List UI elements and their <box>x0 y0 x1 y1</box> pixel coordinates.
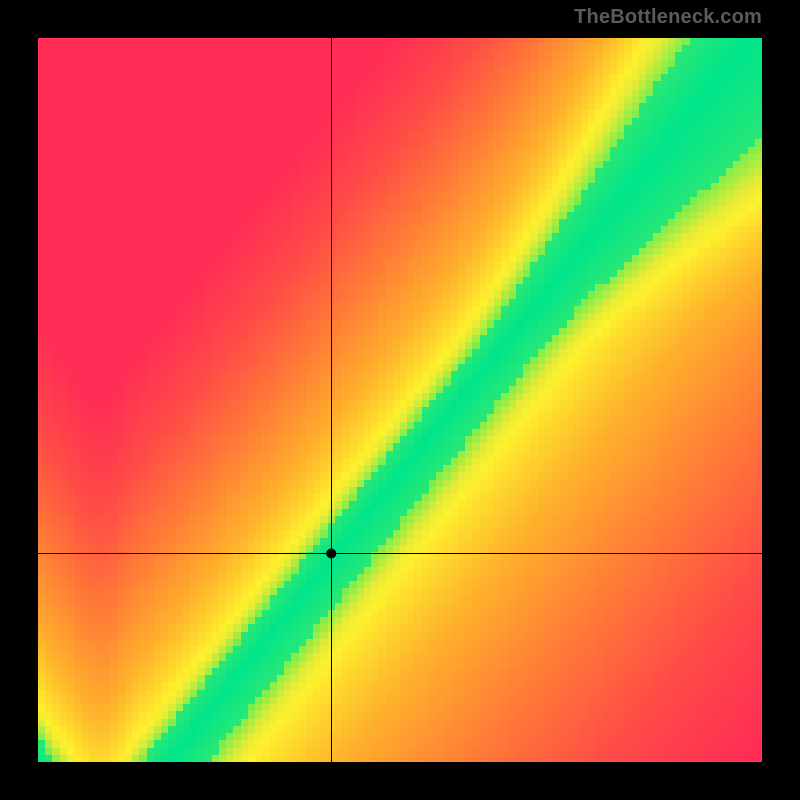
chart-frame: TheBottleneck.com <box>0 0 800 800</box>
heatmap-plot-area <box>38 38 762 762</box>
attribution-label: TheBottleneck.com <box>574 6 762 29</box>
bottleneck-heatmap <box>38 38 762 762</box>
